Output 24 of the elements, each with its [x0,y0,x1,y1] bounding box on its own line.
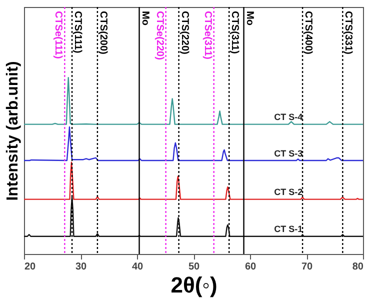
y-axis-title: Intensity (arb.unit) [4,61,22,201]
x-tick-label: 60 [244,262,256,272]
x-tick-label: 30 [75,262,87,272]
ref-line-label: CTSe(311) [202,11,213,60]
x-tick-label: 20 [24,262,36,272]
series-label: CT S-4 [274,112,303,122]
ref-line-label: CTS(400) [302,11,314,54]
x-axis-title: 2θ(◦) [170,272,218,298]
ref-line-label: Mo [139,11,150,26]
x-tick-label: 40 [132,262,144,272]
ref-line-label: CTSe(111) [52,11,64,59]
ref-line-label: Mo [244,11,255,26]
series-label: CT S-2 [274,187,303,198]
ref-line-label: CTS(311) [229,11,240,54]
x-tick-label: 80 [352,262,364,272]
ref-line-label: CTSe(220) [154,11,165,60]
series-label: CT S-1 [274,224,303,234]
ref-line-label: CTS(200) [97,11,108,54]
x-tick-label: 50 [188,262,200,272]
series-label: CT S-3 [274,148,303,158]
ref-line-label: CTS(220) [178,11,190,54]
ref-line-label: CTS(331) [342,11,354,54]
x-tick-label: 70 [301,262,313,272]
ref-line-label: CTS(111) [72,11,84,54]
